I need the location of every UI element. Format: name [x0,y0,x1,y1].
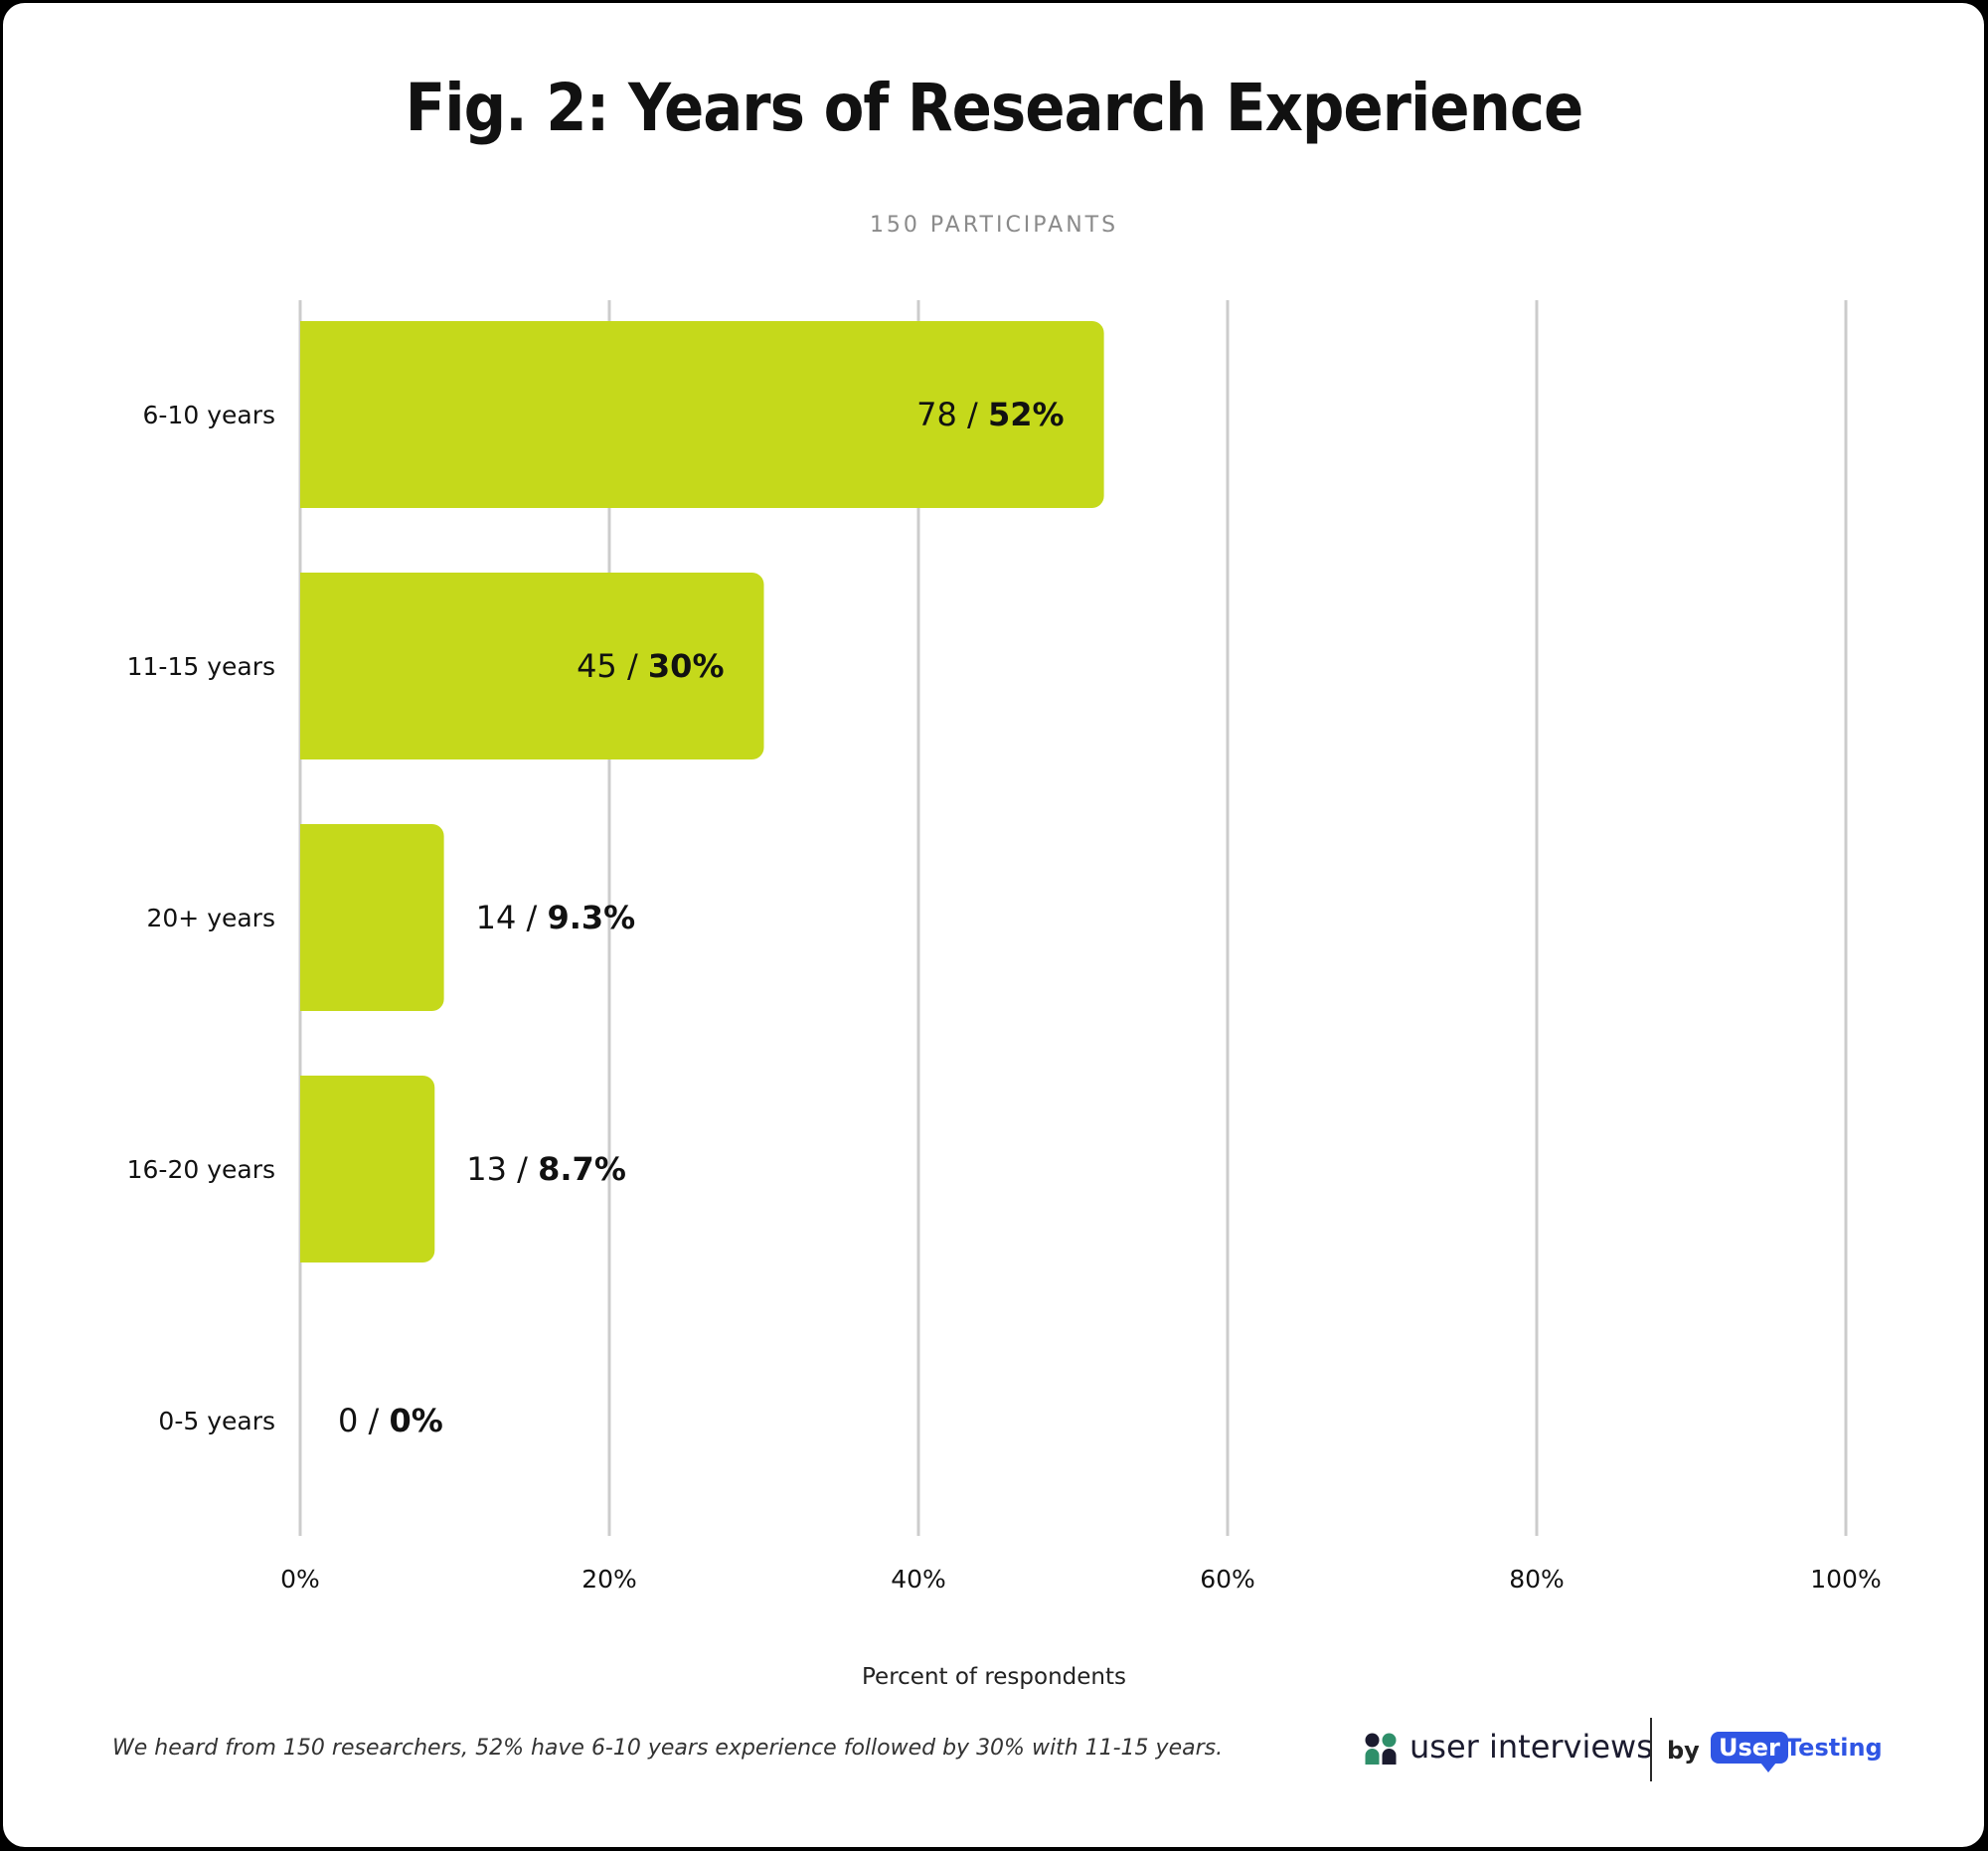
partner-logo-testing: Testing [1785,1734,1883,1762]
category-label: 0-5 years [158,1407,275,1435]
value-percent: 9.3% [547,899,635,936]
chart-subtitle: 150 PARTICIPANTS [869,213,1119,238]
value-count: 78 / [916,396,988,433]
figure-number: Fig. 2: [397,70,613,146]
bar [300,321,1104,508]
value-label: 13 / 8.7% [466,1150,626,1188]
value-percent: 0% [389,1402,442,1439]
chart-caption: We heard from 150 researchers, 52% have … [112,1736,1224,1761]
value-percent: 52% [988,396,1065,433]
value-percent: 30% [648,647,725,685]
value-label: 0 / 0% [338,1402,443,1439]
partner-logo-user: User [1711,1732,1788,1772]
category-label: 16-20 years [127,1155,275,1184]
value-count: 14 / [476,899,548,936]
x-axis-title: Percent of respondents [862,1664,1126,1690]
x-tick-label: 80% [1509,1565,1565,1594]
value-count: 45 / [577,647,648,685]
x-tick-label: 60% [1200,1565,1255,1594]
value-percent: 8.7% [538,1150,626,1188]
logo-divider [1650,1718,1652,1781]
value-label: 14 / 9.3% [476,899,636,936]
chart-title: Fig. 2: Years of Research Experience [0,70,1988,146]
category-label: 6-10 years [143,401,275,429]
user-interviews-logo-icon [1365,1733,1397,1765]
title-text: Years of Research Experience [608,70,1583,146]
x-tick-label: 0% [280,1565,320,1594]
x-tick-label: 40% [891,1565,946,1594]
logo-by: by [1667,1737,1700,1765]
x-tick-label: 100% [1810,1565,1881,1594]
value-label: 45 / 30% [577,647,724,685]
footer-logo: user interviews by User Testing [1364,1718,1920,1781]
brand-name: user interviews [1409,1728,1653,1766]
category-label: 11-15 years [127,652,275,681]
value-count: 0 / [338,1402,389,1439]
bar [300,824,444,1011]
bar [300,573,764,759]
x-tick-label: 20% [581,1565,637,1594]
value-label: 78 / 52% [916,396,1064,433]
category-label: 20+ years [146,904,275,932]
bar [300,1076,435,1262]
value-count: 13 / [466,1150,538,1188]
